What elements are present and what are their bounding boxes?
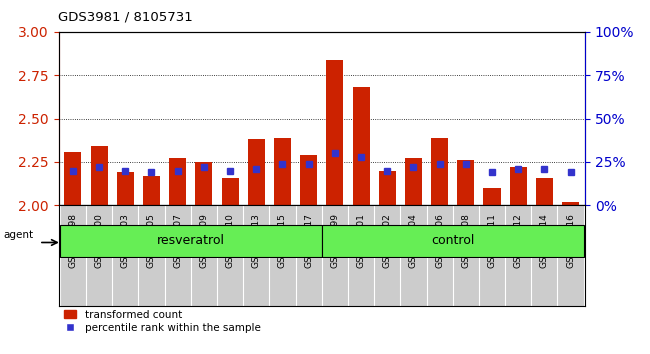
Text: GSM801212: GSM801212	[514, 213, 523, 268]
Text: GSM801205: GSM801205	[147, 213, 156, 268]
Text: GSM801217: GSM801217	[304, 213, 313, 268]
Text: GSM801198: GSM801198	[68, 213, 77, 268]
Bar	[248, 139, 265, 205]
Bar	[458, 160, 474, 205]
Text: GSM801207: GSM801207	[173, 213, 182, 268]
Bar	[379, 171, 396, 205]
Text: GSM801210: GSM801210	[226, 213, 235, 268]
Text: agent: agent	[3, 230, 33, 240]
Bar	[222, 178, 239, 205]
Text: resveratrol: resveratrol	[157, 234, 225, 246]
Bar	[484, 188, 501, 205]
Bar	[60, 225, 322, 257]
Bar	[143, 176, 160, 205]
Bar	[64, 152, 81, 205]
Text: GSM801202: GSM801202	[383, 213, 392, 268]
Text: GSM801204: GSM801204	[409, 213, 418, 268]
Text: GSM801216: GSM801216	[566, 213, 575, 268]
Bar	[90, 146, 108, 205]
Text: GSM801209: GSM801209	[200, 213, 209, 268]
Bar	[196, 162, 213, 205]
Bar	[510, 167, 526, 205]
Bar	[322, 225, 584, 257]
Text: GSM801206: GSM801206	[435, 213, 444, 268]
Bar	[536, 178, 553, 205]
Bar	[274, 138, 291, 205]
Text: GSM801208: GSM801208	[462, 213, 471, 268]
Bar	[352, 87, 370, 205]
Text: control: control	[431, 234, 474, 246]
Text: GSM801203: GSM801203	[121, 213, 130, 268]
Text: GSM801211: GSM801211	[488, 213, 497, 268]
Text: GSM801213: GSM801213	[252, 213, 261, 268]
Text: GSM801201: GSM801201	[357, 213, 365, 268]
Bar	[431, 138, 448, 205]
Bar	[326, 59, 343, 205]
Text: GSM801199: GSM801199	[330, 213, 339, 268]
Text: GSM801200: GSM801200	[95, 213, 103, 268]
Bar	[300, 155, 317, 205]
Bar	[117, 172, 134, 205]
Text: GSM801214: GSM801214	[540, 213, 549, 268]
Bar	[562, 202, 579, 205]
Bar	[405, 159, 422, 205]
Legend: transformed count, percentile rank within the sample: transformed count, percentile rank withi…	[64, 310, 261, 333]
Text: GDS3981 / 8105731: GDS3981 / 8105731	[58, 11, 193, 24]
Bar	[169, 159, 186, 205]
Text: GSM801215: GSM801215	[278, 213, 287, 268]
